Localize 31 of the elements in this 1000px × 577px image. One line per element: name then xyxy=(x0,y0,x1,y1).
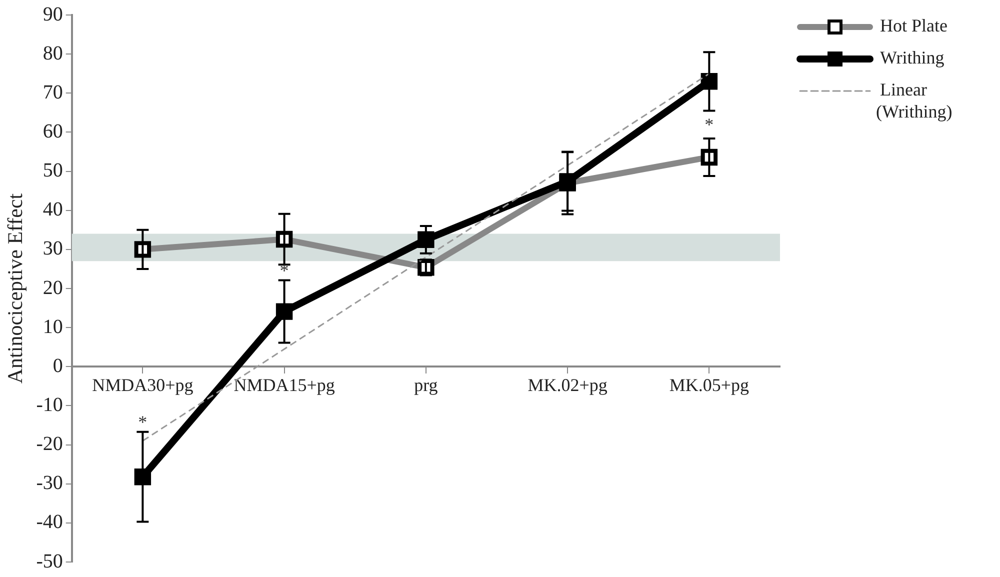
y-tick-label: -20 xyxy=(36,433,63,456)
x-tick-label: MK.02+pg xyxy=(528,375,608,396)
y-axis-title: Antinociceptive Effect xyxy=(3,193,28,384)
legend-label: Linear (Writhing) xyxy=(876,80,952,122)
x-tick-label: MK.05+pg xyxy=(669,375,750,396)
y-tick-label: 90 xyxy=(42,3,63,26)
y-tick-label: 20 xyxy=(42,276,63,299)
legend-label: Hot Plate xyxy=(880,16,948,36)
y-tick-label: 40 xyxy=(42,198,63,221)
y-tick-label: 80 xyxy=(42,42,63,64)
y-tick-label: 70 xyxy=(42,81,63,104)
y-tick-label: 60 xyxy=(42,120,63,142)
y-tick-label: -40 xyxy=(36,511,63,534)
legend-label: Writhing xyxy=(880,48,944,68)
point xyxy=(700,73,718,90)
y-tick-label: -50 xyxy=(36,550,63,572)
y-tick-label: -10 xyxy=(36,394,63,416)
x-tick-label: NMDA30+pg xyxy=(92,375,194,396)
x-tick-label: NMDA15+pg xyxy=(234,375,335,396)
annotation: * xyxy=(280,260,289,280)
point xyxy=(418,231,434,248)
point xyxy=(134,468,152,486)
annotation: * xyxy=(138,412,148,432)
x-tick-label: prg xyxy=(414,375,438,396)
y-tick-label: 0 xyxy=(52,354,63,377)
y-tick-label: -30 xyxy=(36,472,63,494)
y-tick-label: 10 xyxy=(42,316,63,338)
point xyxy=(276,303,293,320)
annotation: * xyxy=(704,114,714,135)
y-tick-label: 30 xyxy=(42,238,63,260)
y-tick-label: 50 xyxy=(42,160,63,182)
